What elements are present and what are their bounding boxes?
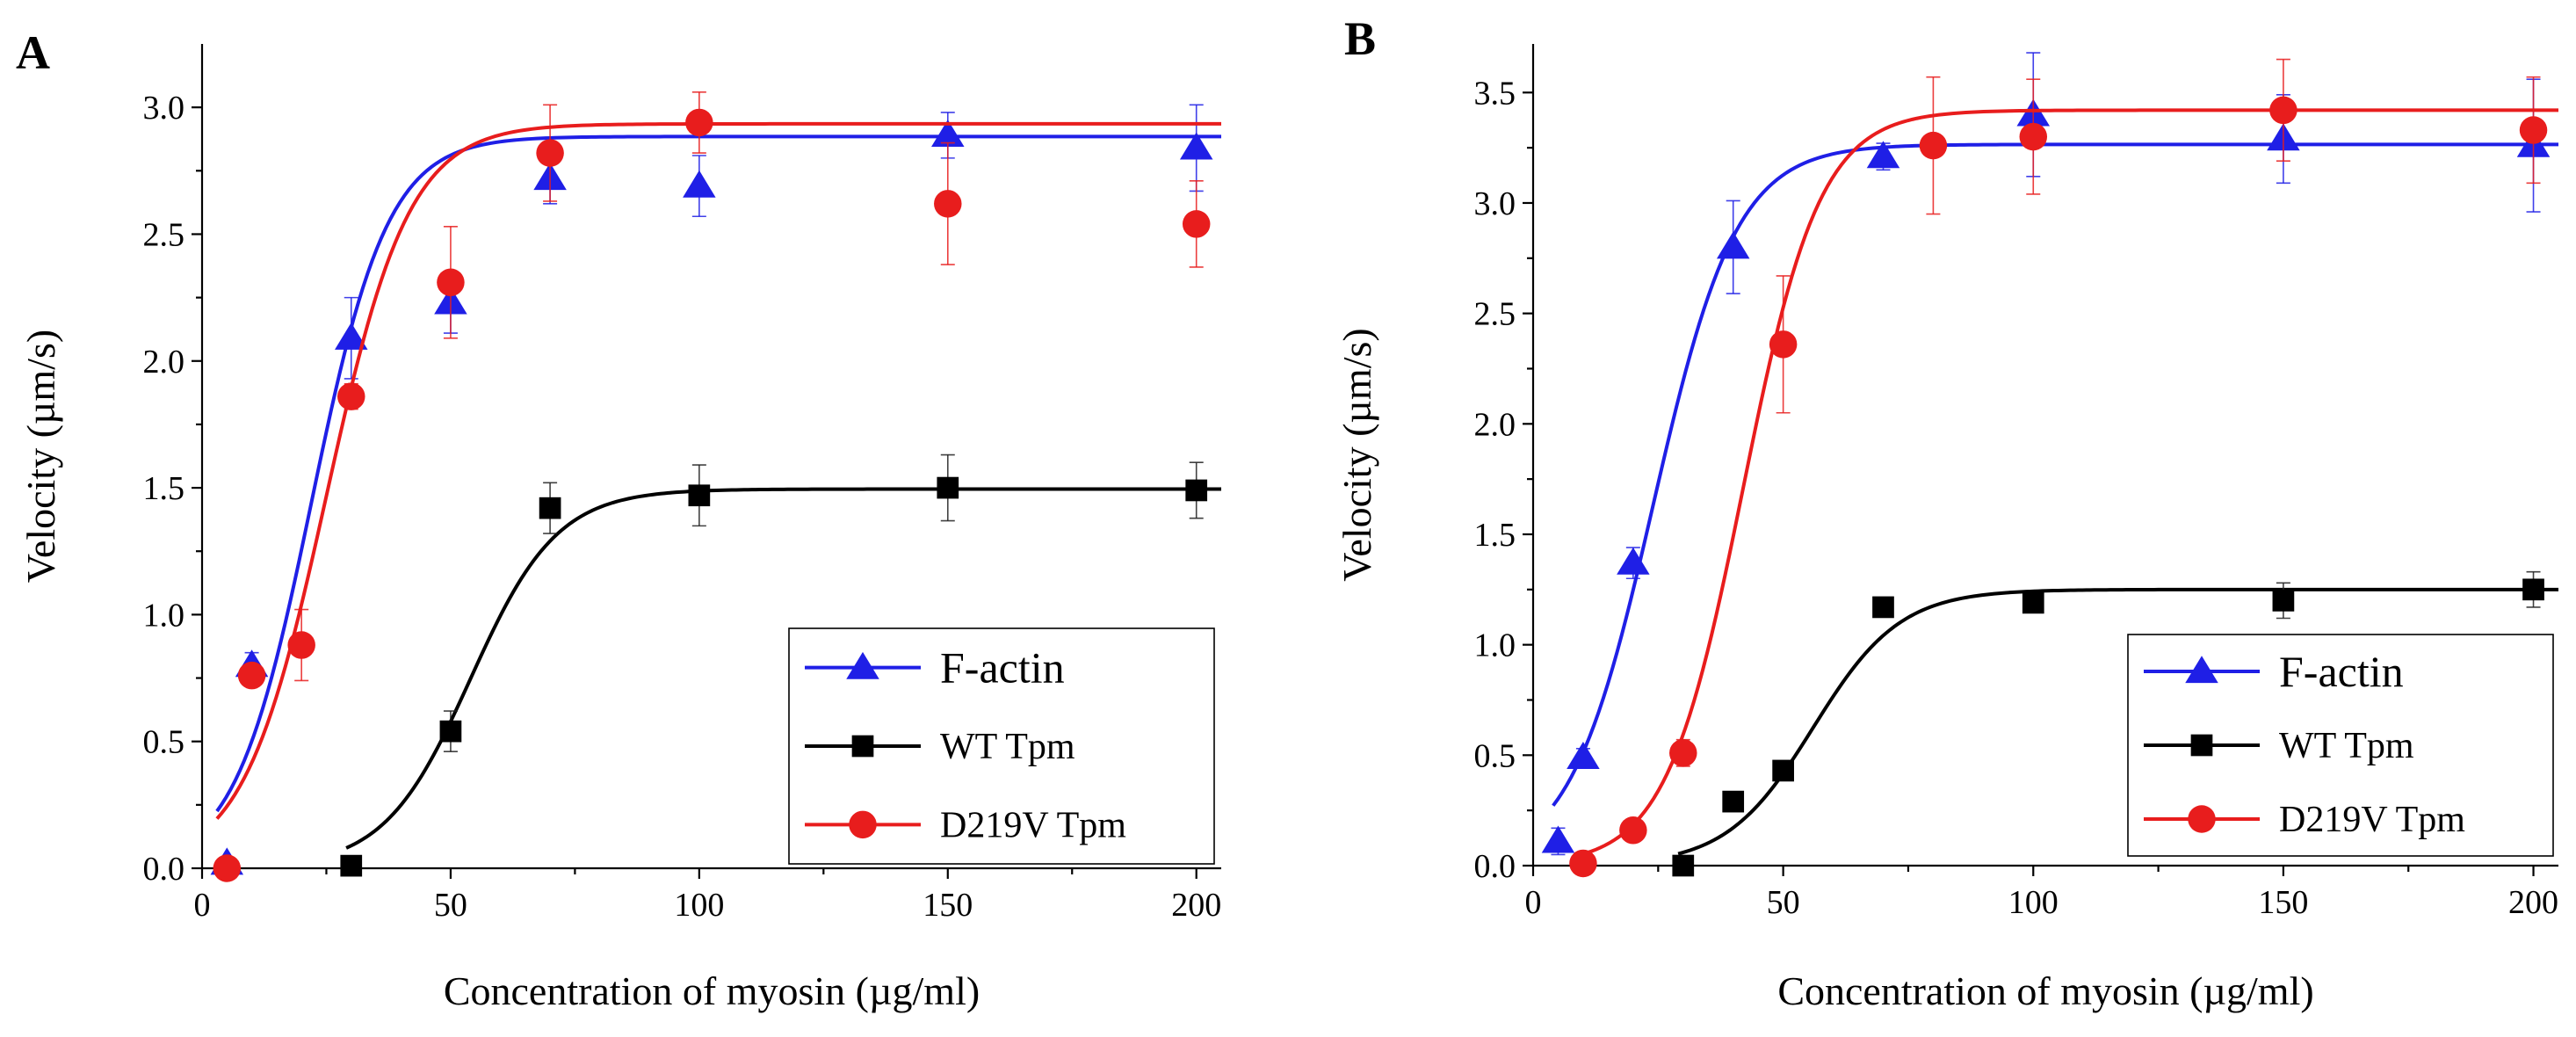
x-tick-label: 50	[434, 887, 467, 924]
x-tick-label: 0	[194, 887, 211, 924]
data-point	[335, 322, 368, 350]
data-point	[688, 484, 711, 507]
data-point	[2519, 116, 2548, 144]
x-tick-label: 150	[2258, 884, 2308, 921]
data-point	[340, 854, 363, 877]
data-point	[937, 476, 959, 499]
data-point	[2269, 96, 2297, 125]
data-point	[2522, 578, 2544, 601]
data-point	[1672, 854, 1695, 877]
panel-label: B	[1344, 12, 1376, 65]
data-point	[437, 268, 465, 297]
fit-curve	[1577, 108, 2558, 858]
legend-marker	[2185, 656, 2218, 684]
y-tick-label: 3.0	[1474, 185, 1516, 222]
data-point	[1722, 790, 1745, 813]
x-tick-label: 0	[1525, 884, 1542, 921]
y-axis-title: Velocity (µm/s)	[18, 330, 63, 583]
data-point	[539, 497, 561, 519]
data-point	[931, 120, 965, 148]
y-tick-label: 0.5	[1474, 737, 1516, 774]
x-tick-label: 100	[674, 887, 724, 924]
legend-marker	[2188, 805, 2216, 833]
data-point	[1772, 759, 1794, 782]
fit-curve	[1677, 587, 2558, 856]
data-point	[1716, 231, 1750, 259]
y-tick-label: 0.0	[1474, 848, 1516, 885]
legend-label: F-actin	[2279, 647, 2404, 696]
data-point	[2272, 590, 2295, 612]
x-axis-title: Concentration of myosin (µg/ml)	[444, 968, 980, 1013]
data-point	[237, 661, 266, 690]
y-tick-label: 2.5	[143, 216, 185, 253]
x-tick-label: 200	[1171, 887, 1221, 924]
y-axis-title: Velocity (µm/s)	[1335, 328, 1379, 581]
legend-label: WT Tpm	[940, 727, 1075, 767]
data-point	[536, 139, 564, 167]
series-wt-tpm	[1672, 570, 2558, 877]
y-tick-label: 2.5	[1474, 296, 1516, 333]
y-tick-label: 2.0	[143, 344, 185, 381]
y-tick-label: 2.0	[1474, 406, 1516, 443]
data-point	[2022, 591, 2044, 614]
legend-label: D219V Tpm	[940, 805, 1126, 845]
panel-label: A	[16, 26, 50, 79]
data-point	[1567, 742, 1600, 769]
series-wt-tpm	[340, 453, 1221, 877]
panel-a: A 0 50 100 150 200 0.0 0.5 1.0 1.5 2.0 2.5 3.0 Concen…	[16, 26, 1221, 1013]
data-point	[1617, 547, 1650, 575]
legend-marker	[846, 651, 879, 679]
legend-marker	[849, 810, 877, 839]
data-point	[439, 720, 462, 743]
legend-label: F-actin	[940, 643, 1065, 693]
data-point	[1182, 210, 1211, 238]
fit-curve	[1552, 142, 2558, 807]
data-point	[1872, 596, 1894, 619]
data-point	[337, 382, 365, 410]
fit-curve	[215, 121, 1221, 820]
data-point	[683, 170, 716, 198]
legend-label: D219V Tpm	[2279, 800, 2465, 840]
y-tick-label: 3.5	[1474, 75, 1516, 112]
y-tick-label: 1.0	[1474, 627, 1516, 664]
y-tick-label: 1.5	[1474, 517, 1516, 554]
legend-marker	[2190, 734, 2213, 757]
data-point	[1769, 330, 1798, 359]
data-point	[1919, 131, 1948, 160]
y-tick-label: 0.5	[143, 724, 185, 761]
legend: F-actin WT Tpm D219V Tpm	[2127, 634, 2554, 857]
y-tick-label: 0.0	[143, 851, 185, 888]
y-tick-label: 1.5	[143, 470, 185, 507]
series-d219v-tpm	[1569, 58, 2558, 878]
y-tick-label: 1.0	[143, 597, 185, 634]
data-point	[1569, 849, 1597, 878]
data-point	[1866, 141, 1900, 169]
fit-curve	[215, 134, 1221, 813]
data-point	[213, 854, 242, 882]
data-point	[1179, 132, 1213, 160]
data-point	[287, 631, 315, 659]
data-point	[1185, 479, 1208, 502]
data-point	[934, 190, 962, 218]
legend-label: WT Tpm	[2279, 726, 2414, 766]
data-point	[1541, 825, 1575, 853]
legend-marker	[851, 735, 874, 758]
x-tick-label: 50	[1767, 884, 1800, 921]
fit-curve	[345, 487, 1221, 850]
x-tick-label: 150	[923, 887, 973, 924]
data-point	[1619, 816, 1647, 845]
panel-b: B 0 50 100 150 200 0.0 0.5 1.0 1.5 2.0 2.5 3.0 3.5 Con…	[1335, 12, 2558, 1013]
series-d219v-tpm	[213, 91, 1221, 882]
y-tick-label: 3.0	[143, 90, 185, 127]
x-axis-title: Concentration of myosin (µg/ml)	[1777, 968, 2313, 1013]
data-point	[685, 108, 713, 137]
data-point	[1669, 739, 1697, 767]
data-point	[2019, 122, 2048, 151]
x-tick-label: 200	[2508, 884, 2558, 921]
x-tick-label: 100	[2008, 884, 2059, 921]
legend: F-actin WT Tpm D219V Tpm	[788, 627, 1215, 865]
